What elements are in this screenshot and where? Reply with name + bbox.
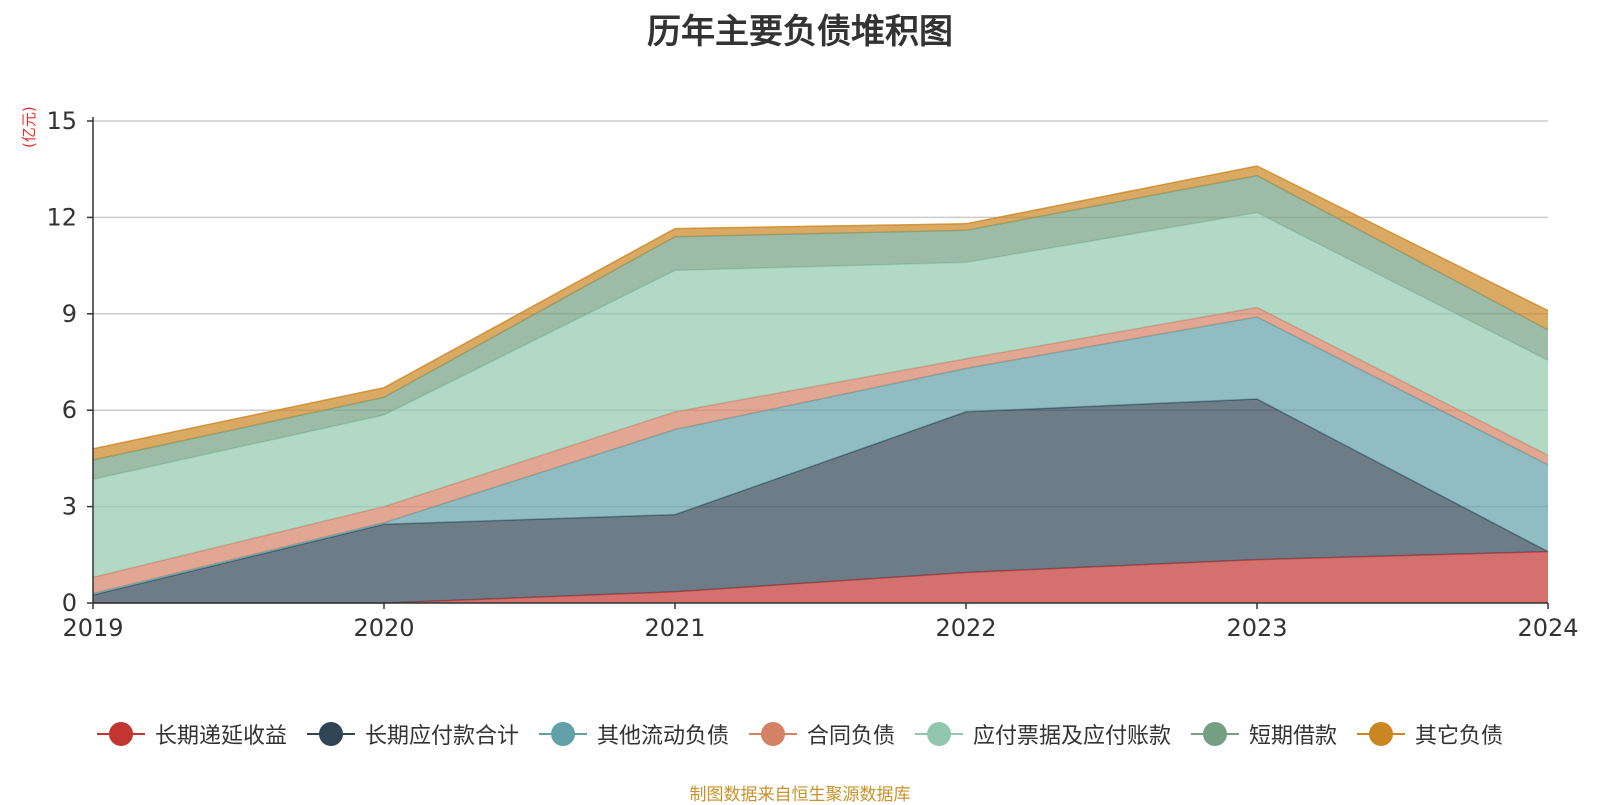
area-series-1 (93, 399, 1548, 603)
legend-marker-icon (748, 722, 797, 746)
y-tick-label: 0 (62, 589, 77, 617)
legend-item-5[interactable]: 短期借款 (1191, 718, 1337, 750)
legend-label: 应付票据及应付账款 (973, 724, 1172, 749)
chart-title: 历年主要负债堆积图 (647, 12, 953, 52)
legend-item-1[interactable]: 长期应付款合计 (306, 718, 519, 750)
legend-label: 合同负债 (806, 724, 895, 749)
legend-label: 其他流动负债 (596, 724, 729, 749)
y-tick-label: 9 (62, 300, 77, 328)
tick-labels: 0 3 6 9 12 15 2019 2020 2021 2022 2023 2024 (46, 107, 1578, 642)
area-series-5 (93, 175, 1548, 480)
legend-marker-icon (1357, 722, 1406, 746)
legend-marker-icon (1191, 722, 1240, 746)
x-tick-label: 2022 (935, 614, 996, 642)
legend-marker-icon (96, 722, 145, 746)
legend-marker-icon (915, 722, 963, 746)
legend-item-4[interactable]: 应付票据及应付账款 (915, 718, 1171, 750)
area-series-4 (93, 212, 1548, 578)
legend-label: 长期应付款合计 (364, 724, 519, 749)
x-tick-label: 2021 (644, 614, 705, 642)
x-tick-label: 2023 (1226, 614, 1287, 642)
series-line-6 (92, 165, 1549, 450)
x-tick-label: 2024 (1517, 614, 1578, 642)
legend-label: 短期借款 (1249, 724, 1338, 749)
legend-item-6[interactable]: 其它负债 (1357, 718, 1503, 750)
x-tick-label: 2020 (353, 614, 414, 642)
area-series-0 (93, 551, 1548, 603)
y-tick-label: 12 (46, 203, 77, 231)
area-series-2 (93, 317, 1548, 595)
source-note: 制图数据来自恒生聚源数据库 (689, 785, 911, 805)
legend: 长期递延收益 长期应付款合计 其他流动负债 合同负债 应付票据及应付账款 短期借款 其它负债 (0, 718, 1600, 750)
y-tick-label: 15 (46, 107, 77, 135)
y-tick-label: 3 (62, 493, 77, 521)
legend-marker-icon (538, 722, 587, 746)
legend-item-0[interactable]: 长期递延收益 (96, 718, 287, 750)
legend-marker-icon (306, 722, 355, 746)
legend-label: 长期递延收益 (154, 724, 287, 749)
area-series (92, 165, 1549, 604)
axes (87, 117, 1549, 609)
x-tick-label: 2019 (62, 614, 123, 642)
legend-item-3[interactable]: 合同负债 (748, 718, 895, 750)
y-tick-label: 6 (62, 396, 77, 424)
legend-item-2[interactable]: 其他流动负债 (538, 718, 729, 750)
legend-label: 其它负债 (1415, 724, 1504, 749)
